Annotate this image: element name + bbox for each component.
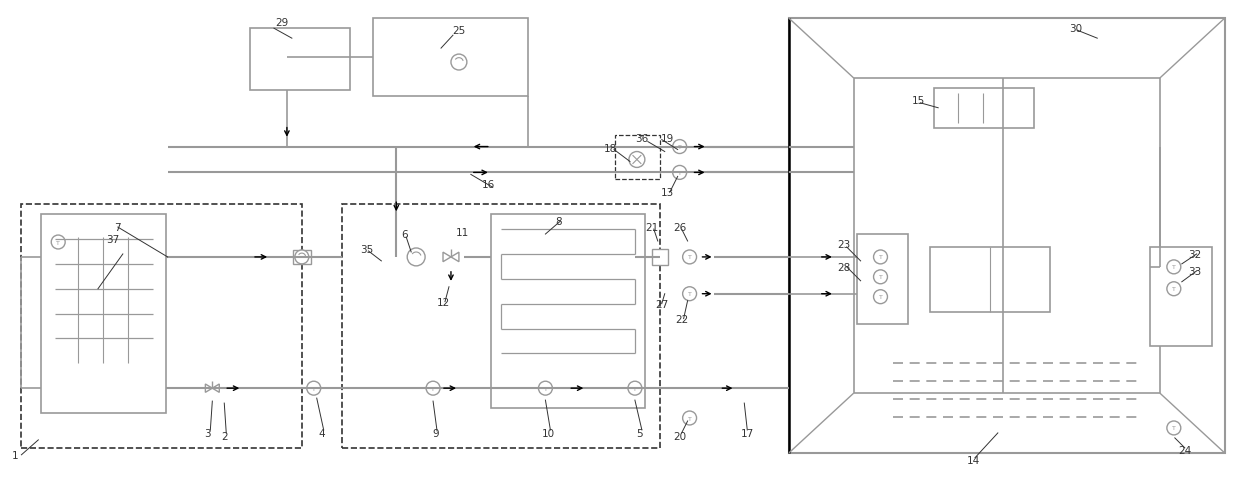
Text: T: T	[1172, 426, 1176, 430]
Text: T: T	[878, 255, 882, 260]
Text: 4: 4	[318, 428, 325, 438]
Text: 14: 14	[966, 455, 980, 465]
Text: T: T	[633, 386, 637, 391]
Circle shape	[873, 290, 887, 304]
Text: 22: 22	[675, 314, 689, 324]
Text: T: T	[688, 255, 691, 260]
Text: 26: 26	[673, 223, 686, 233]
Bar	[930, 247, 1049, 312]
Circle shape	[673, 166, 686, 180]
Circle shape	[629, 152, 644, 168]
Circle shape	[683, 287, 696, 301]
Text: T: T	[544, 386, 548, 391]
Text: 19: 19	[662, 133, 674, 143]
Text: 8: 8	[555, 217, 561, 226]
Text: 17: 17	[741, 428, 753, 438]
Circle shape	[1167, 261, 1181, 274]
Text: 33: 33	[1188, 266, 1202, 276]
Bar	[854, 79, 1160, 393]
Text: 13: 13	[662, 188, 674, 198]
Circle shape	[628, 382, 642, 395]
Text: T: T	[56, 240, 61, 245]
Text: T: T	[431, 386, 435, 391]
Text: 24: 24	[1178, 445, 1192, 455]
Bar	[373, 19, 528, 97]
Text: 32: 32	[1188, 249, 1202, 260]
Bar	[21, 205, 302, 448]
Circle shape	[408, 248, 425, 266]
Text: 21: 21	[646, 223, 658, 233]
Text: T: T	[312, 386, 316, 391]
Text: 23: 23	[838, 240, 850, 249]
Bar	[342, 205, 660, 448]
Text: 9: 9	[432, 428, 440, 438]
Text: T: T	[678, 171, 681, 176]
Circle shape	[307, 382, 321, 395]
Text: 27: 27	[655, 299, 668, 309]
Text: 36: 36	[636, 133, 648, 143]
Circle shape	[426, 382, 440, 395]
Bar	[789, 19, 1224, 453]
Circle shape	[683, 411, 696, 425]
Bar	[41, 215, 166, 413]
Polygon shape	[212, 384, 219, 392]
Text: 35: 35	[359, 244, 373, 254]
Polygon shape	[451, 253, 458, 262]
Text: 29: 29	[275, 18, 289, 28]
Circle shape	[1167, 282, 1181, 296]
Circle shape	[295, 250, 309, 264]
Text: 18: 18	[603, 143, 617, 153]
Polygon shape	[444, 253, 451, 262]
Text: T: T	[1172, 286, 1176, 292]
Text: 11: 11	[456, 227, 470, 238]
Text: 6: 6	[401, 229, 408, 240]
Text: 7: 7	[114, 223, 121, 233]
Text: T: T	[1172, 265, 1176, 270]
Text: 25: 25	[452, 26, 466, 36]
Text: 12: 12	[436, 297, 450, 307]
Bar	[856, 235, 908, 324]
Bar	[491, 215, 644, 408]
Text: T: T	[878, 275, 882, 280]
Circle shape	[673, 141, 686, 154]
Text: T: T	[878, 295, 882, 300]
Bar	[250, 29, 349, 91]
Circle shape	[873, 250, 887, 264]
Text: 2: 2	[221, 431, 228, 441]
Text: T: T	[678, 145, 681, 150]
Text: 15: 15	[912, 96, 926, 105]
Text: 3: 3	[204, 428, 211, 438]
Circle shape	[873, 270, 887, 284]
Bar	[1150, 247, 1212, 346]
Text: 10: 10	[541, 428, 555, 438]
Bar	[652, 249, 668, 265]
Circle shape	[1167, 421, 1181, 435]
Text: T: T	[688, 292, 691, 297]
Text: 1: 1	[12, 450, 19, 460]
Polygon shape	[206, 384, 212, 392]
Circle shape	[451, 55, 467, 71]
Text: 37: 37	[107, 235, 119, 244]
Circle shape	[51, 236, 66, 249]
Bar	[934, 89, 1033, 128]
Bar	[292, 250, 311, 264]
Text: 30: 30	[1069, 24, 1082, 34]
Circle shape	[539, 382, 553, 395]
Text: 5: 5	[637, 428, 643, 438]
Bar	[615, 135, 660, 180]
Text: T: T	[688, 416, 691, 421]
Text: 16: 16	[482, 180, 496, 190]
Text: 28: 28	[838, 263, 850, 272]
Circle shape	[683, 250, 696, 264]
Text: 20: 20	[673, 431, 686, 441]
